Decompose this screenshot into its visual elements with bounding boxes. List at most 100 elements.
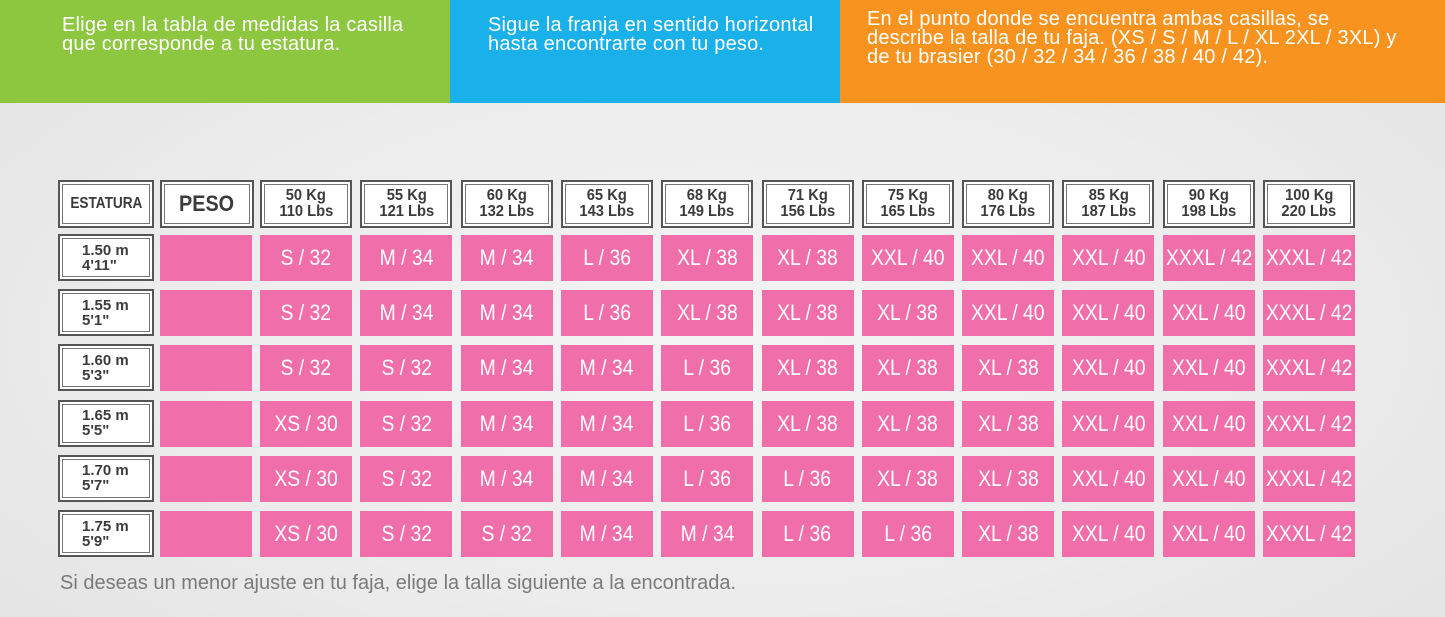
size-value: M / 34 [479, 300, 534, 326]
weight-kg: 75 Kg [887, 187, 928, 204]
height-row-header: 1.70 m 5'7" [58, 454, 154, 502]
size-value: L / 36 [583, 300, 631, 326]
size-value: XXXL / 42 [1265, 245, 1353, 270]
size-value: XL / 38 [977, 465, 1039, 491]
size-value: S / 32 [280, 300, 332, 326]
height-row-header: 1.55 m 5'1" [58, 289, 154, 337]
size-value: L / 36 [883, 521, 932, 546]
size-cell: XXL / 40 [1162, 290, 1255, 337]
size-cell: XL / 38 [861, 455, 954, 502]
weight-input-cell [160, 235, 252, 281]
size-cell: S / 32 [360, 345, 453, 392]
size-value: M / 34 [479, 465, 534, 491]
size-value: XXL / 40 [1171, 300, 1246, 326]
height-feet: 4'11" [82, 256, 117, 274]
weight-lbs: 165 Lbs [880, 203, 936, 220]
size-cell: S / 32 [260, 235, 352, 281]
weight-column-header: 90 Kg 198 Lbs [1162, 180, 1255, 228]
size-value: XL / 38 [877, 465, 939, 491]
size-cell: XL / 38 [661, 235, 754, 281]
size-value: XXXL / 42 [1265, 465, 1353, 491]
size-cell: M / 34 [661, 511, 754, 557]
size-cell: L / 36 [560, 290, 653, 337]
size-value: S / 32 [380, 521, 432, 546]
size-value: M / 34 [379, 300, 434, 326]
size-value: M / 34 [479, 355, 534, 381]
size-value: S / 32 [380, 355, 432, 381]
size-value: S / 32 [380, 410, 432, 436]
height-row-header: 1.75 m 5'9" [58, 510, 154, 557]
size-value: XS / 30 [274, 521, 338, 546]
size-value: XXL / 40 [1171, 465, 1246, 491]
size-cell: L / 36 [560, 235, 653, 281]
size-value: L / 36 [783, 465, 832, 491]
height-meters: 1.60 m [82, 351, 129, 369]
height-meters: 1.55 m [82, 296, 129, 314]
height-meters: 1.50 m [82, 241, 129, 259]
weight-input-cell [160, 400, 252, 447]
size-value: XXXL / 42 [1165, 245, 1252, 270]
size-cell: XXL / 40 [1062, 511, 1155, 557]
size-cell: XXL / 40 [1162, 455, 1255, 502]
height-feet: 5'1" [82, 311, 110, 329]
size-cell: XXL / 40 [1162, 511, 1255, 557]
size-cell: XXXL / 42 [1263, 235, 1355, 281]
size-value: S / 32 [380, 465, 432, 491]
weight-column-header: 65 Kg 143 Lbs [560, 180, 653, 228]
size-cell: XXL / 40 [1062, 455, 1155, 502]
size-value: XL / 38 [676, 245, 738, 270]
size-cell: S / 32 [260, 290, 352, 337]
size-value: XXXL / 42 [1265, 355, 1353, 381]
size-value: S / 32 [280, 355, 332, 381]
weight-column-header: 68 Kg 149 Lbs [661, 180, 754, 228]
size-value: XS / 30 [274, 465, 338, 491]
size-value: L / 36 [683, 465, 732, 491]
size-value: XL / 38 [877, 410, 939, 436]
size-value: XXXL / 42 [1265, 410, 1353, 436]
size-value: XXL / 40 [1171, 521, 1246, 546]
size-cell: M / 34 [360, 235, 453, 281]
size-cell: S / 32 [360, 455, 453, 502]
size-cell: S / 32 [360, 400, 453, 447]
size-cell: M / 34 [560, 511, 653, 557]
size-value: XL / 38 [777, 410, 838, 436]
size-cell: XS / 30 [260, 455, 352, 502]
weight-input-cell [160, 511, 252, 557]
weight-kg: 71 Kg [787, 187, 828, 204]
size-value: XXL / 40 [1071, 521, 1146, 546]
size-cell: M / 34 [460, 235, 553, 281]
size-value: XL / 38 [877, 355, 939, 381]
size-value: XXL / 40 [1171, 410, 1246, 436]
size-cell: XL / 38 [761, 235, 854, 281]
size-cell: XL / 38 [761, 345, 854, 392]
height-meters: 1.75 m [82, 517, 129, 535]
size-cell: L / 36 [761, 511, 854, 557]
size-cell: XL / 38 [661, 290, 754, 337]
height-header: ESTATURA [58, 180, 154, 228]
size-cell: XXL / 40 [1062, 235, 1155, 281]
size-cell: M / 34 [460, 400, 553, 447]
size-value: M / 34 [479, 410, 534, 436]
size-cell: XL / 38 [861, 290, 954, 337]
height-row-header: 1.60 m 5'3" [58, 344, 154, 392]
size-value: M / 34 [379, 245, 434, 270]
size-cell: S / 32 [460, 511, 553, 557]
size-value: XXL / 40 [971, 245, 1045, 270]
size-cell: XL / 38 [861, 400, 954, 447]
size-cell: XXL / 40 [1062, 345, 1155, 392]
size-value: L / 36 [683, 355, 732, 381]
size-cell: L / 36 [761, 455, 854, 502]
size-value: XXL / 40 [1071, 355, 1146, 381]
height-feet: 5'5" [82, 422, 110, 440]
size-cell: M / 34 [560, 400, 653, 447]
size-value: XL / 38 [977, 355, 1039, 381]
weight-lbs: 149 Lbs [679, 203, 735, 220]
size-value: XXL / 40 [1071, 465, 1146, 491]
size-cell: XXXL / 42 [1263, 290, 1355, 337]
size-cell: XXXL / 42 [1162, 235, 1255, 281]
weight-kg: 80 Kg [988, 187, 1029, 204]
weight-kg: 85 Kg [1088, 187, 1129, 204]
size-cell: XXL / 40 [1062, 400, 1155, 447]
instruction-step-1: Elige en la tabla de medidas la casilla … [0, 0, 450, 103]
weight-column-header: 50 Kg 110 Lbs [260, 180, 352, 228]
